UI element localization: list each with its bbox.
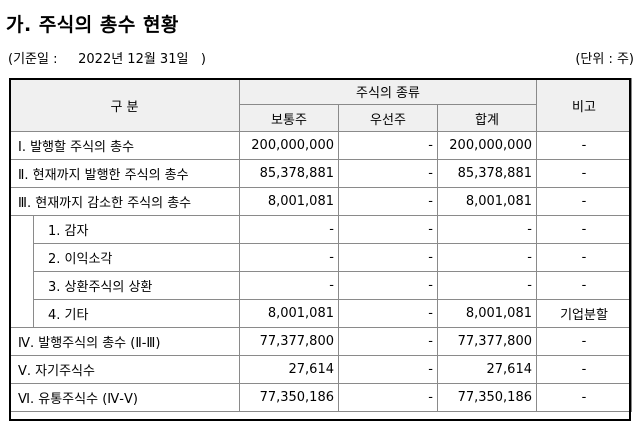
cell-common: - xyxy=(239,243,339,272)
cell-preferred: - xyxy=(338,383,438,412)
row-label: 4. 기타 xyxy=(33,299,240,328)
cell-common: 200,000,000 xyxy=(239,131,339,160)
cell-preferred: - xyxy=(338,271,438,300)
unit-label: (단위 : 주) xyxy=(575,52,634,67)
table-row: Ⅲ. 현재까지 감소한 주식의 총수 8,001,081 - 8,001,081… xyxy=(9,187,632,216)
cell-total: 77,350,186 xyxy=(437,383,537,412)
cell-remarks: - xyxy=(536,271,632,300)
table-row: 3. 상환주식의 상환 - - - - xyxy=(10,271,632,300)
table-row: 2. 이익소각 - - - - xyxy=(10,243,632,272)
table-row: Ⅳ. 발행주식의 총수 (Ⅱ-Ⅲ) 77,377,800 - 77,377,80… xyxy=(9,327,632,356)
header-remarks: 비고 xyxy=(536,78,632,132)
header-total: 합계 xyxy=(437,104,537,132)
row-label: Ⅳ. 발행주식의 총수 (Ⅱ-Ⅲ) xyxy=(9,327,240,356)
row-label: Ⅱ. 현재까지 발행한 주식의 총수 xyxy=(9,159,240,188)
cell-preferred: - xyxy=(338,355,438,384)
reference-date: (기준일 : 2022년 12월 31일 ) xyxy=(8,52,206,67)
cell-remarks: - xyxy=(536,215,632,244)
cell-total: 27,614 xyxy=(437,355,537,384)
cell-remarks: - xyxy=(536,187,632,216)
table-row: Ⅴ. 자기주식수 27,614 - 27,614 - xyxy=(9,355,632,384)
cell-remarks: 기업분할 xyxy=(536,299,632,328)
cell-remarks: - xyxy=(536,243,632,272)
cell-total: 8,001,081 xyxy=(437,299,537,328)
cell-total: 77,377,800 xyxy=(437,327,537,356)
table-row: Ⅵ. 유통주식수 (Ⅳ-Ⅴ) 77,350,186 - 77,350,186 - xyxy=(9,383,632,412)
table-row: Ⅱ. 현재까지 발행한 주식의 총수 85,378,881 - 85,378,8… xyxy=(9,159,632,188)
cell-remarks: - xyxy=(536,327,632,356)
row-label: Ⅰ. 발행할 주식의 총수 xyxy=(9,131,240,160)
page-title: 가. 주식의 총수 현황 xyxy=(6,14,179,36)
cell-common: 77,350,186 xyxy=(239,383,339,412)
cell-common: - xyxy=(239,271,339,300)
header-preferred: 우선주 xyxy=(338,104,438,132)
cell-common: - xyxy=(239,215,339,244)
row-label: Ⅲ. 현재까지 감소한 주식의 총수 xyxy=(9,187,240,216)
cell-remarks: - xyxy=(536,383,632,412)
row-label: 2. 이익소각 xyxy=(33,243,240,272)
cell-common: 77,377,800 xyxy=(239,327,339,356)
cell-remarks: - xyxy=(536,355,632,384)
cell-total: - xyxy=(437,271,537,300)
cell-preferred: - xyxy=(338,299,438,328)
row-label: 1. 감자 xyxy=(33,215,240,244)
cell-common: 27,614 xyxy=(239,355,339,384)
cell-preferred: - xyxy=(338,159,438,188)
share-count-table: 구 분 주식의 종류 비고 보통주 우선주 합계 Ⅰ. 발행할 주식의 총수 2… xyxy=(9,78,632,412)
cell-common: 8,001,081 xyxy=(239,187,339,216)
table-row: Ⅰ. 발행할 주식의 총수 200,000,000 - 200,000,000 … xyxy=(9,131,632,160)
cell-preferred: - xyxy=(338,187,438,216)
header-common: 보통주 xyxy=(239,104,339,132)
row-label: Ⅴ. 자기주식수 xyxy=(9,355,240,384)
header-category: 구 분 xyxy=(9,78,240,132)
cell-total: 200,000,000 xyxy=(437,131,537,160)
cell-preferred: - xyxy=(338,215,438,244)
cell-common: 85,378,881 xyxy=(239,159,339,188)
indent-spacer xyxy=(9,215,34,328)
cell-common: 8,001,081 xyxy=(239,299,339,328)
cell-remarks: - xyxy=(536,159,632,188)
cell-remarks: - xyxy=(536,131,632,160)
header-share-types: 주식의 종류 xyxy=(239,78,537,105)
table-row: 4. 기타 8,001,081 - 8,001,081 기업분할 xyxy=(10,299,632,328)
cell-preferred: - xyxy=(338,243,438,272)
cell-preferred: - xyxy=(338,327,438,356)
row-label: Ⅵ. 유통주식수 (Ⅳ-Ⅴ) xyxy=(9,383,240,412)
cell-total: - xyxy=(437,215,537,244)
cell-preferred: - xyxy=(338,131,438,160)
cell-total: 85,378,881 xyxy=(437,159,537,188)
cell-total: 8,001,081 xyxy=(437,187,537,216)
cell-total: - xyxy=(437,243,537,272)
row-label: 3. 상환주식의 상환 xyxy=(33,271,240,300)
table-row: 1. 감자 - - - - xyxy=(9,215,632,328)
